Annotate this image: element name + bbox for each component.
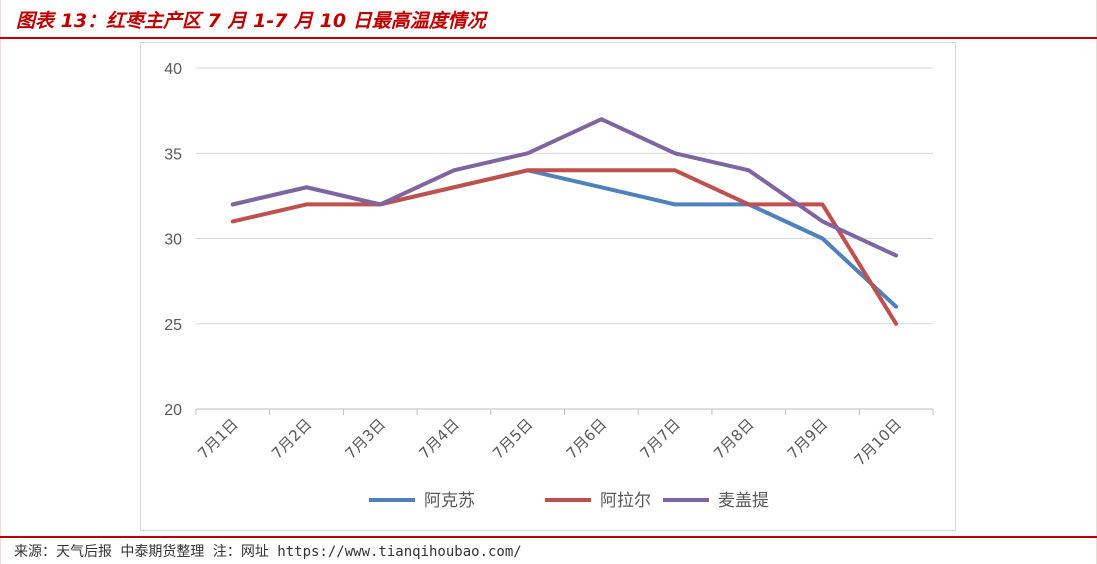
line-chart: 20 25 30 35 40 7月1日 7月2日 7月3日 7月4日 7月5日 7月6日 7月7日 7月… (164, 61, 934, 511)
y-tick-label: 20 (164, 402, 182, 419)
y-tick-label: 40 (164, 61, 182, 78)
x-tick-label: 7月6日 (563, 415, 610, 462)
x-tick-label: 7月8日 (710, 415, 757, 462)
figure-title: 图表 13：红枣主产区 7 月 1-7 月 10 日最高温度情况 (16, 10, 486, 32)
left-border-line (0, 0, 1, 564)
x-tick-label: 7月10日 (851, 415, 905, 469)
chart-frame: 20 25 30 35 40 7月1日 7月2日 7月3日 7月4日 7月5日 7月6日 7月7日 7月… (140, 42, 956, 531)
source-rule (0, 536, 1097, 538)
y-tick-label: 30 (164, 232, 182, 249)
y-tick-label: 35 (164, 146, 182, 163)
x-tick-label: 7月2日 (268, 415, 315, 462)
x-tick-label: 7月7日 (636, 415, 683, 462)
title-rule (0, 37, 1097, 39)
x-tick-label: 7月1日 (194, 415, 241, 462)
x-tick-label: 7月4日 (415, 415, 462, 462)
legend-label-3: 麦盖提 (718, 491, 769, 511)
x-tick-label: 7月9日 (784, 415, 831, 462)
x-tick-label: 7月5日 (489, 415, 536, 462)
x-tick-label: 7月3日 (342, 415, 389, 462)
series-line-2 (230, 168, 899, 326)
y-tick-label: 25 (164, 317, 182, 334)
source-note: 来源：天气后报 中泰期货整理 注：网址 https://www.tianqiho… (14, 544, 522, 560)
legend-label-2: 阿拉尔 (600, 491, 651, 511)
series-line-3 (230, 117, 899, 258)
legend-label-1: 阿克苏 (424, 491, 475, 511)
